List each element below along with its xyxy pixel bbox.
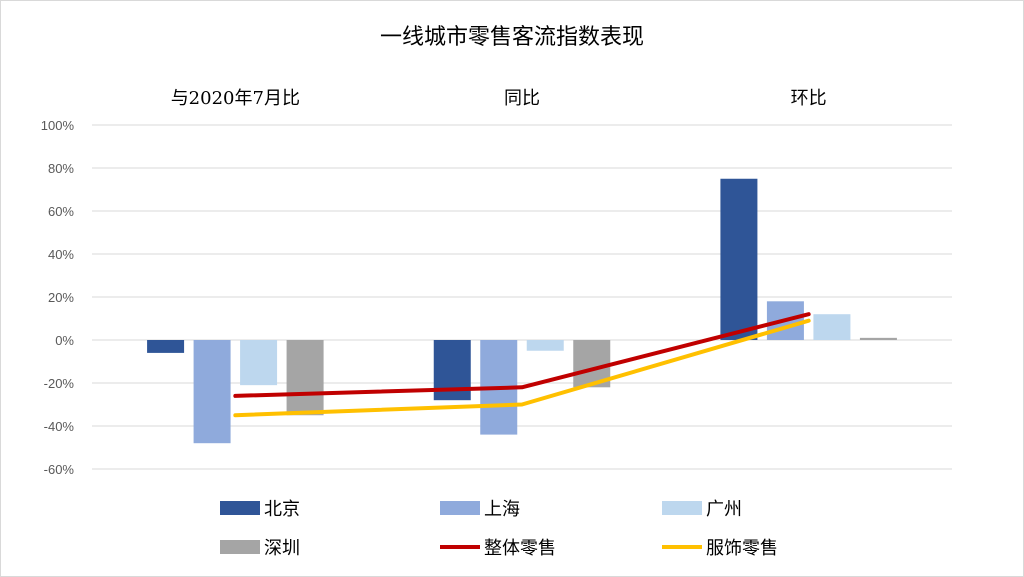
- y-tick-label: 0%: [55, 333, 74, 348]
- series-line: [233, 312, 811, 398]
- series-line: [233, 318, 811, 418]
- y-tick-label: -40%: [44, 419, 75, 434]
- bar: [859, 337, 897, 340]
- legend-swatch: [662, 501, 702, 515]
- category-label: 环比: [791, 88, 827, 109]
- chart-title: 一线城市零售客流指数表现: [380, 25, 644, 50]
- bar: [526, 340, 564, 351]
- category-label: 同比: [504, 88, 540, 109]
- legend-swatch: [440, 501, 480, 515]
- y-tick-label: 20%: [48, 290, 74, 305]
- legend-label: 北京: [264, 499, 300, 520]
- legend-label: 广州: [706, 499, 742, 520]
- legend-label: 上海: [484, 499, 520, 520]
- legend-label: 深圳: [264, 538, 300, 559]
- legend-label: 整体零售: [484, 538, 556, 559]
- bar: [720, 178, 758, 340]
- lines: [233, 312, 811, 418]
- bar: [240, 340, 278, 386]
- y-axis-ticks: 100% 80% 60% 40% 20% 0% -20% -40% -60%: [41, 118, 75, 477]
- y-tick-label: -60%: [44, 462, 75, 477]
- bar: [193, 340, 231, 444]
- gridlines: [92, 124, 952, 470]
- bar: [286, 340, 324, 416]
- y-tick-label: 100%: [41, 118, 75, 133]
- y-tick-label: 60%: [48, 204, 74, 219]
- legend-swatch: [220, 540, 260, 554]
- bar: [813, 314, 851, 340]
- legend-swatch: [220, 501, 260, 515]
- category-label: 与2020年7月比: [171, 88, 300, 109]
- bar: [147, 340, 185, 353]
- category-labels: 与2020年7月比 同比 环比: [171, 88, 827, 109]
- y-tick-label: 40%: [48, 247, 74, 262]
- legend-label: 服饰零售: [706, 538, 778, 559]
- y-tick-label: 80%: [48, 161, 74, 176]
- y-tick-label: -20%: [44, 376, 75, 391]
